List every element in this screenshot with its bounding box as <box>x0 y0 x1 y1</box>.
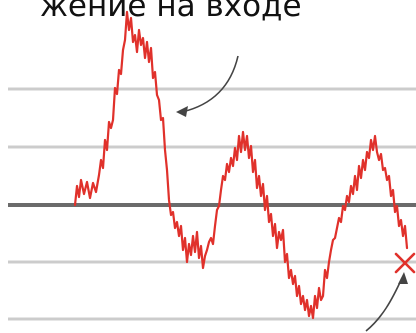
arrow-top-line <box>181 55 239 113</box>
diagram-title: жение на входе <box>40 0 302 24</box>
curved-arrow-icon <box>176 55 239 117</box>
gridlines <box>8 87 416 321</box>
arrow-bottom-line <box>365 277 403 332</box>
signal-line <box>73 10 409 320</box>
arrow-top-head <box>176 106 188 117</box>
cross-mark-icon <box>394 252 416 274</box>
curved-arrow-icon <box>365 272 408 332</box>
arrow-bottom-head <box>398 272 408 284</box>
